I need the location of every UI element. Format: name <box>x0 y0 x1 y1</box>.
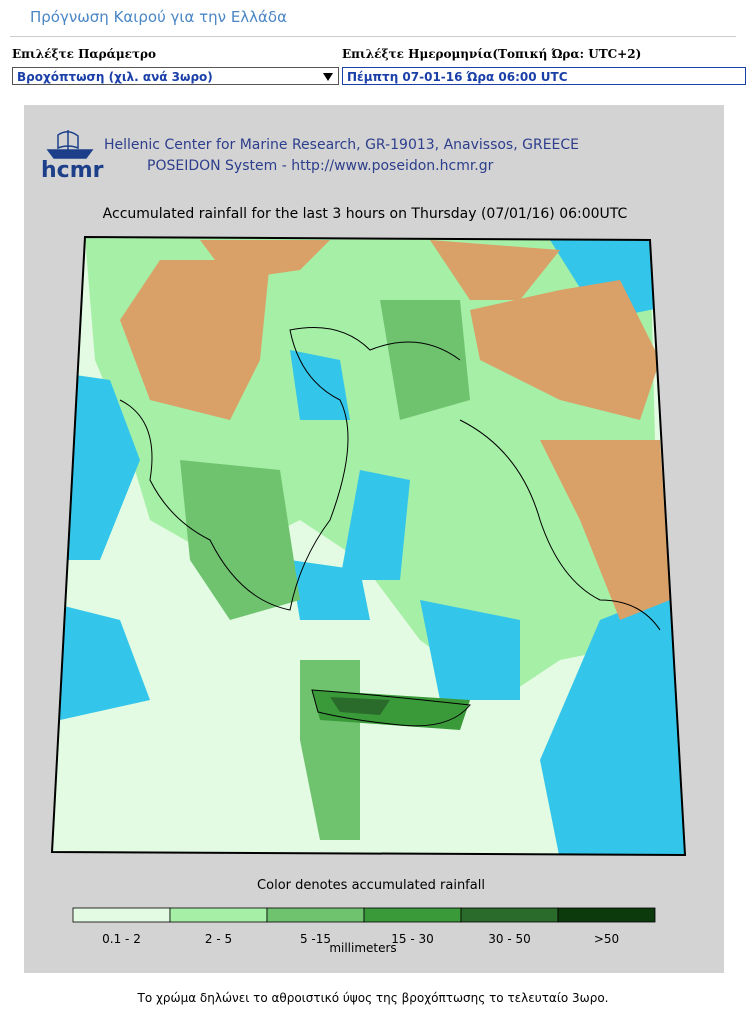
legend-swatch <box>169 907 268 923</box>
date-label: Επιλέξτε Ημερομηνία(Τοπική Ώρα: UTC+2) <box>342 47 642 61</box>
coastline <box>119 327 661 727</box>
legend-swatch <box>266 907 365 923</box>
logo-ship <box>46 130 94 159</box>
org-line: Hellenic Center for Marine Research, GR-… <box>104 137 579 153</box>
map-panel: hcmr Hellenic Center for Marine Research… <box>24 105 724 973</box>
footer-note: Το χρώμα δηλώνει το αθροιστικό ύψος της … <box>137 991 609 1005</box>
legend-title: Color denotes accumulated rainfall <box>257 878 485 893</box>
legend-swatch <box>557 907 656 923</box>
map-title: Accumulated rainfall for the last 3 hour… <box>103 206 628 222</box>
parameter-label: Επιλέξτε Παράμετρο <box>12 47 157 61</box>
divider <box>10 36 736 37</box>
parameter-select[interactable]: Βροχόπτωση (χιλ. ανά 3ωρο) <box>12 67 339 85</box>
legend-label: 0.1 - 2 <box>102 932 141 946</box>
date-value: Πέμπτη 07-01-16 Ώρα 06:00 UTC <box>347 70 568 84</box>
parameter-value: Βροχόπτωση (χιλ. ανά 3ωρο) <box>17 70 213 84</box>
map-frame <box>50 235 687 857</box>
legend-label: 5 -15 <box>300 932 331 946</box>
legend-units: millimeters <box>329 941 396 955</box>
legend-label: >50 <box>594 932 619 946</box>
legend-label: 15 - 30 <box>391 932 434 946</box>
legend-swatch <box>72 907 171 923</box>
legend: 0.1 - 2 2 - 5 5 -15 15 - 30 30 - 50 >50 <box>72 907 656 946</box>
logo-text: hcmr <box>41 158 104 183</box>
org-line: POSEIDON System - http://www.poseidon.hc… <box>147 158 494 174</box>
legend-label: 2 - 5 <box>205 932 232 946</box>
legend-label: 30 - 50 <box>488 932 531 946</box>
dropdown-arrow <box>323 73 333 81</box>
map <box>52 237 685 855</box>
legend-swatch <box>460 907 559 923</box>
legend-swatch <box>363 907 462 923</box>
date-select[interactable]: Πέμπτη 07-01-16 Ώρα 06:00 UTC <box>342 67 746 85</box>
page-title: Πρόγνωση Καιρού για την Ελλάδα <box>30 8 287 26</box>
